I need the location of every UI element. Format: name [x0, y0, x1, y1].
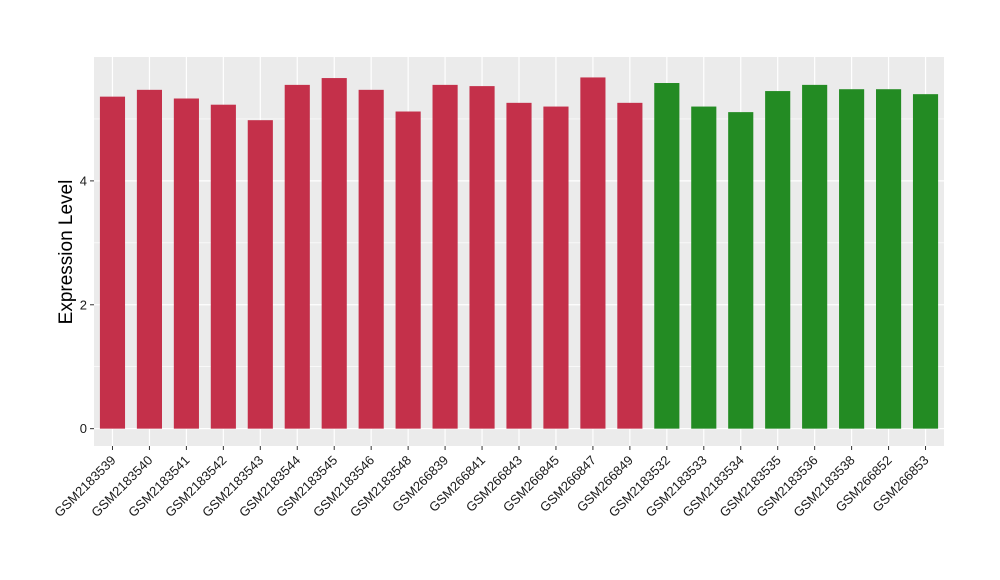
y-tick-label: 0 — [80, 421, 87, 436]
bar-GSM266847 — [580, 77, 606, 429]
bar-GSM266841 — [469, 86, 495, 429]
bar-GSM2183543 — [247, 120, 273, 429]
bar-GSM2183536 — [802, 84, 828, 429]
bar-GSM2183546 — [358, 89, 384, 429]
bar-GSM2183538 — [839, 89, 865, 429]
y-axis: 0 2 4 — [80, 173, 94, 436]
bar-GSM2183544 — [284, 84, 310, 429]
bar-GSM266839 — [432, 84, 458, 429]
bar-GSM2183532 — [654, 83, 680, 429]
bar-GSM2183534 — [728, 112, 754, 429]
bar-GSM2183541 — [173, 98, 199, 429]
y-axis-title: Expression Level — [56, 180, 77, 325]
bar-GSM2183539 — [99, 96, 126, 429]
y-tick-label: 4 — [80, 173, 87, 188]
bar-GSM266843 — [506, 102, 532, 429]
bar-GSM266853 — [912, 94, 939, 429]
bar-GSM266852 — [876, 89, 902, 429]
bars — [99, 77, 939, 429]
bar-GSM2183545 — [321, 78, 347, 429]
bar-GSM2183540 — [136, 89, 162, 429]
x-axis: GSM2183539GSM2183540GSM2183541GSM2183542… — [51, 446, 932, 520]
bar-GSM2183548 — [395, 111, 421, 429]
y-tick-label: 2 — [80, 297, 87, 312]
bar-GSM2183535 — [765, 91, 791, 429]
bar-GSM266845 — [543, 106, 569, 429]
bar-GSM266849 — [617, 102, 643, 429]
bar-GSM2183542 — [210, 104, 236, 429]
bar-GSM2183533 — [691, 106, 717, 429]
